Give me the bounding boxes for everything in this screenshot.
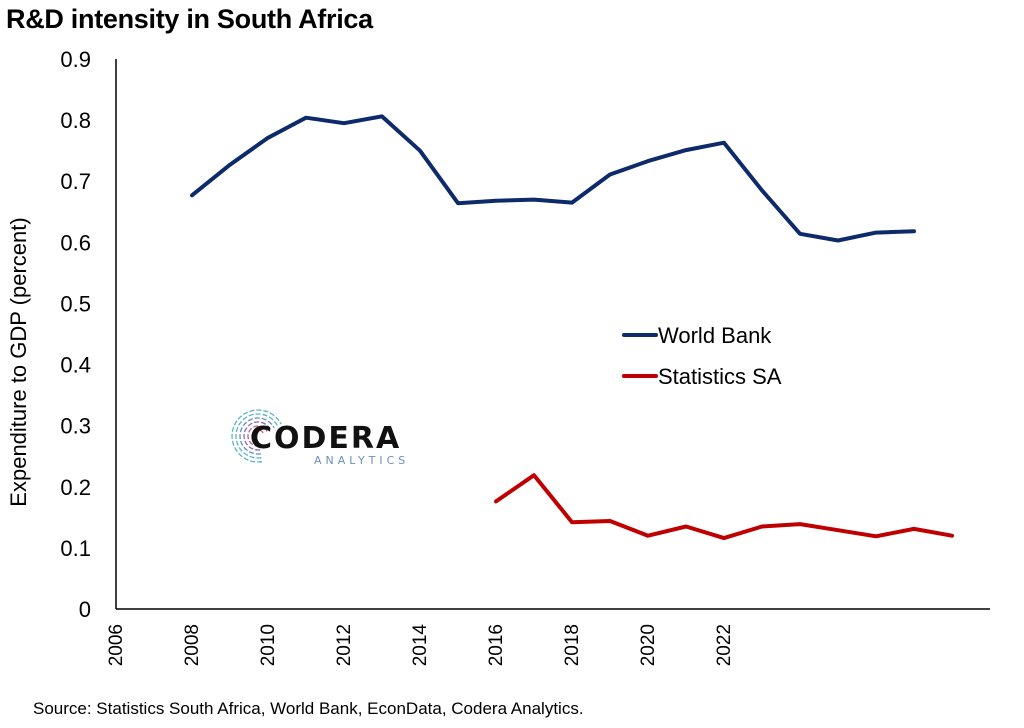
x-tick-label: 2012 (334, 624, 355, 666)
legend-label: Statistics SA (658, 364, 782, 389)
axes: Expenditure to GDP (percent) (6, 59, 990, 610)
logo-arc (247, 425, 268, 447)
y-tick-labels: 0 0.1 0.2 0.3 0.4 0.5 0.6 0.7 0.8 0.9 (60, 47, 91, 622)
x-tick-label: 2022 (714, 624, 735, 666)
x-tick-label: 2006 (106, 624, 127, 666)
y-tick-label: 0.5 (60, 291, 91, 316)
y-tick-label: 0.3 (60, 414, 91, 439)
series-lines (190, 114, 954, 541)
y-tick-label: 0.6 (60, 230, 91, 255)
x-tick-label: 2014 (410, 624, 431, 667)
codera-logo: CODERA ANALYTICS (231, 409, 409, 467)
y-tick-label: 0.8 (60, 108, 91, 133)
legend: World Bank Statistics SA (622, 323, 782, 389)
logo-arc (243, 421, 272, 451)
x-tick-labels: 2006 2008 2010 2012 2014 2016 2018 2020 2022 (106, 624, 735, 667)
series-line-world-bank (190, 114, 916, 243)
y-tick-label: 0.9 (60, 47, 91, 72)
x-tick-label: 2016 (486, 624, 507, 666)
y-tick-label: 0.7 (60, 169, 91, 194)
logo-arc (239, 417, 275, 455)
legend-label: World Bank (658, 323, 772, 348)
x-tick-label: 2020 (638, 624, 659, 666)
logo-arc (251, 429, 264, 443)
chart-title: R&D intensity in South Africa (6, 4, 373, 34)
codera-fingerprint-icon (231, 409, 282, 463)
x-tick-label: 2010 (258, 624, 279, 666)
source-note: Source: Statistics South Africa, World B… (33, 699, 584, 718)
x-tick-label: 2018 (562, 624, 583, 666)
series-line-statistics-sa (494, 473, 954, 541)
y-axis-title: Expenditure to GDP (percent) (6, 217, 31, 506)
logo-subtitle: ANALYTICS (314, 454, 409, 467)
logo-arc (231, 409, 282, 463)
logo-wordmark: CODERA (250, 421, 401, 456)
y-tick-label: 0.4 (60, 353, 91, 378)
y-tick-label: 0 (79, 597, 91, 622)
x-tick-label: 2008 (182, 624, 203, 666)
y-tick-label: 0.2 (60, 475, 91, 500)
y-tick-label: 0.1 (60, 536, 91, 561)
